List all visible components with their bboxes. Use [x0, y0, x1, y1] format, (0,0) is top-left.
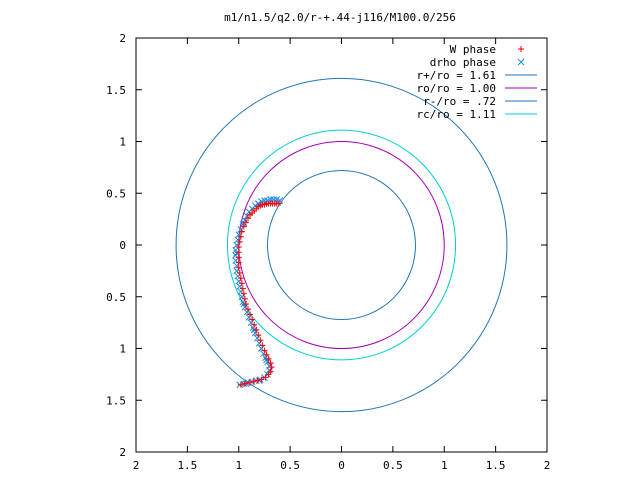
series-0-point-31: [241, 295, 248, 302]
data-series: [232, 196, 284, 389]
y-tick-label-8: 2: [119, 446, 126, 459]
legend-label-1: drho phase: [430, 56, 496, 69]
series-0-point-38: [255, 332, 262, 339]
circle-1: [238, 141, 445, 349]
legend-marker-0: [518, 46, 524, 52]
series-0-point-29: [239, 285, 246, 292]
series-1-point-2: [270, 196, 278, 203]
x-tick-label-2: 1: [441, 459, 448, 472]
x-tick-label-1: 1.5: [486, 459, 506, 472]
legend-label-5: rc/ro = 1.11: [417, 108, 496, 121]
series-1-point-40: [264, 358, 271, 366]
series-0: [235, 200, 282, 388]
series-1-point-39: [262, 354, 269, 362]
series-0-point-15: [244, 215, 251, 222]
x-tick-label-0: 2: [544, 459, 551, 472]
x-tick-label-5: 0.5: [280, 459, 300, 472]
chart-title: m1/n1.5/q2.0/r-+.44-j116/M100.0/256: [224, 11, 456, 24]
series-0-point-21: [235, 244, 242, 251]
series-0-point-30: [240, 290, 247, 297]
x-tick-label-7: 1.5: [177, 459, 197, 472]
series-0-point-43: [265, 355, 272, 362]
series-0-point-34: [247, 311, 254, 318]
series-1-point-38: [260, 350, 267, 358]
series-0-point-46: [267, 368, 274, 375]
series-0-point-18: [238, 228, 245, 235]
series-0-point-53: [241, 380, 248, 387]
series-0-point-44: [267, 359, 274, 366]
series-0-point-37: [253, 326, 260, 333]
x-tick-label-8: 2: [133, 459, 140, 472]
series-0-point-24: [235, 259, 242, 266]
series-0-point-17: [240, 223, 247, 230]
series-1-point-10: [245, 208, 253, 216]
y-tick-label-1: 1.5: [106, 84, 126, 97]
series-0-point-45: [268, 364, 275, 371]
series-1-point-52: [266, 199, 273, 206]
series-0-point-33: [244, 306, 251, 313]
y-tick-label-2: 1: [119, 136, 126, 149]
series-0-point-19: [237, 233, 244, 240]
x-tick-label-3: 0.5: [383, 459, 403, 472]
circle-2: [267, 169, 416, 321]
y-tick-label-3: 0.5: [106, 187, 126, 200]
y-tick-label-6: 1: [119, 343, 126, 356]
series-0-point-36: [251, 321, 258, 328]
x-tick-label-4: 0: [338, 459, 345, 472]
series-0-point-20: [236, 238, 243, 245]
circle-3: [226, 129, 457, 361]
legend-label-0: W phase: [450, 43, 496, 56]
legend-label-3: ro/ro = 1.00: [417, 82, 496, 95]
legend-label-4: r-/ro = .72: [423, 95, 496, 108]
series-0-point-28: [238, 280, 245, 287]
series-0-point-42: [263, 351, 270, 358]
series-0-point-41: [261, 347, 268, 354]
y-tick-label-4: 0: [119, 239, 126, 252]
series-0-point-40: [259, 342, 266, 349]
series-0-point-22: [235, 249, 242, 256]
series-0-point-49: [258, 376, 265, 383]
series-0-point-16: [242, 219, 249, 226]
circle-0: [175, 77, 508, 413]
series-0-point-47: [265, 371, 272, 378]
y-tick-label-0: 2: [119, 32, 126, 45]
series-1-point-6: [258, 198, 265, 205]
series-0-point-35: [249, 316, 256, 323]
series-0-point-32: [242, 300, 249, 307]
series-0-point-14: [247, 211, 254, 218]
series-0-point-52: [246, 379, 253, 386]
series-0-point-51: [250, 378, 257, 385]
series-0-point-39: [257, 337, 264, 344]
series-1-point-51: [274, 199, 282, 206]
series-0-point-25: [235, 264, 242, 271]
legend-label-2: r+/ro = 1.61: [417, 69, 496, 82]
series-0-point-50: [254, 377, 261, 384]
y-tick-label-5: 0.5: [106, 291, 126, 304]
x-tick-label-6: 1: [235, 459, 242, 472]
y-tick-label-7: 1.5: [106, 394, 126, 407]
legend-marker-1: [517, 58, 525, 66]
series-0-point-26: [236, 269, 243, 276]
reference-circles: [175, 77, 508, 413]
series-0-point-54: [237, 381, 244, 388]
series-0-point-23: [235, 254, 242, 261]
series-0-point-48: [262, 374, 269, 381]
series-0-point-27: [237, 275, 244, 282]
